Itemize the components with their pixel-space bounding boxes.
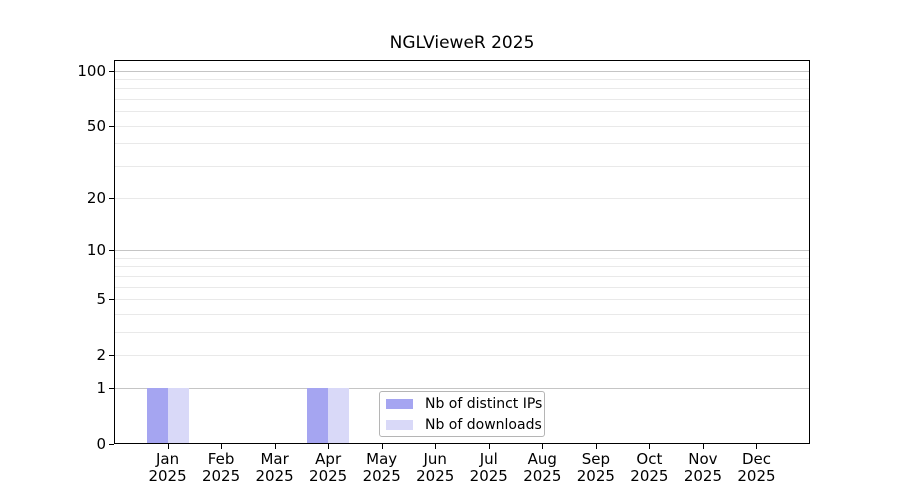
y-tick-label: 20 <box>86 188 106 207</box>
legend: Nb of distinct IPs Nb of downloads <box>379 391 545 437</box>
gridline-minor <box>115 143 809 145</box>
x-tick-label: Mar 2025 <box>255 450 294 485</box>
y-tick-mark <box>109 387 114 389</box>
x-tick-label: Dec 2025 <box>737 450 776 485</box>
y-tick-mark <box>109 197 114 199</box>
x-tick-label: May 2025 <box>362 450 401 485</box>
x-tick-mark <box>756 444 758 449</box>
legend-item-downloads: Nb of downloads <box>386 417 544 433</box>
gridline-minor <box>115 125 809 127</box>
gridline-minor <box>115 197 809 199</box>
x-tick-mark <box>649 444 651 449</box>
x-tick-label: Nov 2025 <box>683 450 723 485</box>
gridline-minor <box>115 78 809 80</box>
legend-swatch-distinct-ips-icon <box>386 398 413 409</box>
y-tick-label: 50 <box>86 116 106 135</box>
gridline-minor <box>115 266 809 268</box>
gridline-minor <box>115 257 809 259</box>
x-tick-label: Jan 2025 <box>148 450 187 485</box>
gridline-minor <box>115 286 809 288</box>
gridline-minor <box>115 355 809 357</box>
y-tick-mark <box>109 298 114 300</box>
bar-distinct-ips <box>307 387 329 443</box>
bar-downloads <box>328 387 350 443</box>
y-tick-label: 5 <box>96 289 106 308</box>
y-tick-label: 10 <box>86 240 106 259</box>
gridline-major <box>115 387 809 389</box>
bar-distinct-ips <box>146 387 168 443</box>
gridline-major <box>115 249 809 251</box>
x-tick-label: Oct 2025 <box>630 450 669 485</box>
x-tick-label: Apr 2025 <box>309 450 348 485</box>
legend-item-distinct-ips: Nb of distinct IPs <box>386 396 544 412</box>
x-tick-mark <box>167 444 169 449</box>
y-tick-label: 100 <box>77 61 106 80</box>
y-tick-mark <box>109 444 114 445</box>
x-tick-mark <box>595 444 597 449</box>
gridline-minor <box>115 166 809 168</box>
x-tick-mark <box>702 444 704 449</box>
gridline-minor <box>115 88 809 90</box>
x-tick-mark <box>435 444 437 449</box>
gridline-minor <box>115 313 809 315</box>
x-tick-label: Aug 2025 <box>523 450 562 485</box>
bar-downloads <box>167 387 189 443</box>
gridline-minor <box>115 331 809 333</box>
y-tick-mark <box>109 125 114 127</box>
x-tick-mark <box>488 444 490 449</box>
legend-label-distinct-ips: Nb of distinct IPs <box>425 395 543 412</box>
x-tick-label: Jul 2025 <box>469 450 508 485</box>
x-tick-label: Jun 2025 <box>416 450 455 485</box>
legend-label-downloads: Nb of downloads <box>425 416 542 433</box>
y-tick-label: 0 <box>96 435 106 453</box>
gridline-minor <box>115 298 809 300</box>
y-tick-mark <box>109 249 114 251</box>
gridline-major <box>115 70 809 72</box>
y-tick-label: 2 <box>96 346 106 365</box>
gridline-minor <box>115 275 809 277</box>
x-tick-mark <box>328 444 330 449</box>
x-tick-mark <box>542 444 544 449</box>
y-tick-mark <box>109 355 114 357</box>
x-tick-mark <box>274 444 276 449</box>
plot-area <box>114 60 810 444</box>
x-tick-label: Sep 2025 <box>576 450 615 485</box>
x-tick-mark <box>221 444 223 449</box>
gridline-minor <box>115 99 809 101</box>
x-tick-mark <box>381 444 383 449</box>
x-tick-label: Feb 2025 <box>201 450 241 485</box>
y-tick-label: 1 <box>96 378 106 397</box>
legend-swatch-downloads-icon <box>386 419 413 430</box>
chart-title: NGLVieweR 2025 <box>389 33 535 53</box>
y-tick-mark <box>109 70 114 72</box>
gridline-minor <box>115 111 809 113</box>
